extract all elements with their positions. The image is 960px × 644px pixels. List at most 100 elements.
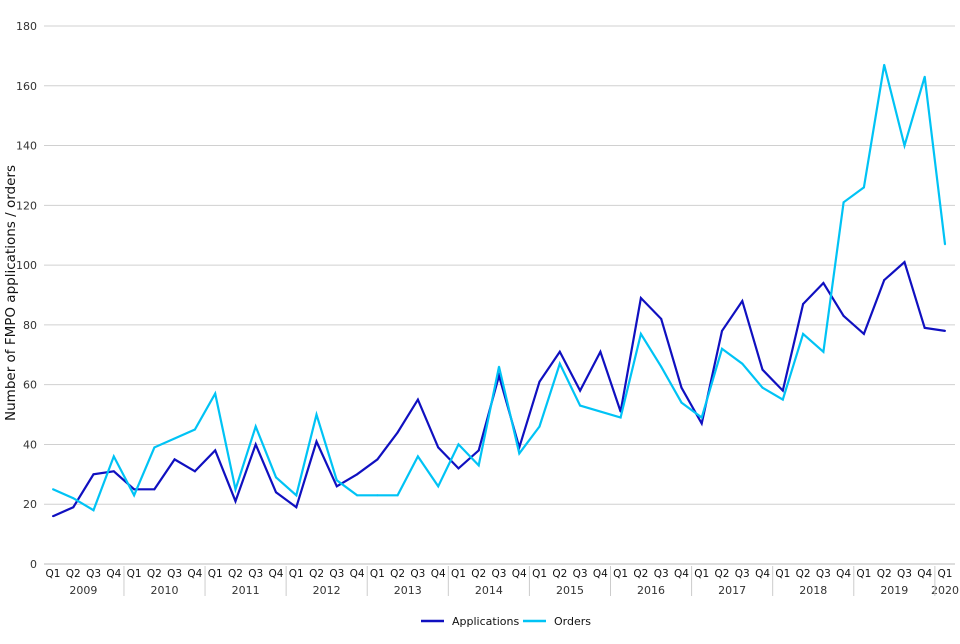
data-point-orders <box>315 413 318 416</box>
data-point-applications <box>862 332 865 335</box>
data-point-orders <box>802 332 805 335</box>
data-point-orders <box>173 437 176 440</box>
data-point-applications <box>112 470 115 473</box>
data-point-applications <box>761 368 764 371</box>
data-point-applications <box>883 279 886 282</box>
x-year-label: 2018 <box>799 584 827 597</box>
x-tick-label: Q2 <box>715 568 730 580</box>
data-point-orders <box>275 476 277 479</box>
y-axis-ticks: 0 20 40 60 80 100 120 140 160 180 <box>16 20 37 571</box>
data-point-orders <box>396 494 399 497</box>
data-point-orders <box>781 398 784 401</box>
data-point-orders <box>700 416 703 419</box>
data-point-applications <box>193 470 196 473</box>
x-tick-label: Q3 <box>573 568 588 580</box>
data-point-applications <box>498 374 500 377</box>
data-point-applications <box>153 488 156 491</box>
x-tick-label: Q4 <box>269 568 284 580</box>
y-tick-label: 140 <box>16 140 37 153</box>
x-year-label: 2012 <box>313 584 341 597</box>
data-point-orders <box>579 404 582 407</box>
data-point-applications <box>416 398 419 401</box>
y-tick-label: 60 <box>23 379 37 392</box>
data-point-applications <box>315 440 318 443</box>
x-tick-label: Q4 <box>106 568 121 580</box>
data-point-orders <box>680 401 683 404</box>
x-tick-label: Q4 <box>187 568 202 580</box>
x-tick-label: Q3 <box>654 568 669 580</box>
data-point-applications <box>680 386 683 389</box>
data-point-applications <box>741 299 744 302</box>
x-tick-label: Q1 <box>938 568 953 580</box>
x-tick-label: Q2 <box>877 568 892 580</box>
x-year-label: 2017 <box>718 584 746 597</box>
data-point-orders <box>437 485 440 488</box>
y-tick-label: 160 <box>16 80 37 93</box>
x-tick-label: Q1 <box>613 568 628 580</box>
x-tick-label: Q3 <box>816 568 831 580</box>
data-point-orders <box>376 494 379 497</box>
x-year-label: 2013 <box>394 584 422 597</box>
x-tick-label: Q1 <box>289 568 304 580</box>
data-point-applications <box>477 449 480 452</box>
data-point-applications <box>944 329 946 332</box>
x-year-label: 2016 <box>637 584 665 597</box>
x-tick-label: Q1 <box>694 568 709 580</box>
data-point-orders <box>112 455 115 458</box>
data-point-applications <box>275 491 277 494</box>
data-point-orders <box>254 425 257 428</box>
data-point-orders <box>234 488 237 491</box>
y-tick-label: 120 <box>16 199 37 212</box>
data-point-orders <box>639 332 642 335</box>
series-lines <box>52 63 947 518</box>
x-tick-label: Q2 <box>309 568 324 580</box>
series-line-applications <box>52 260 946 518</box>
data-point-orders <box>761 386 764 389</box>
x-tick-label: Q1 <box>532 568 547 580</box>
data-point-orders <box>660 365 663 368</box>
data-point-orders <box>416 455 419 458</box>
data-point-orders <box>133 494 136 497</box>
data-point-orders <box>92 509 95 512</box>
data-point-orders <box>558 362 561 365</box>
data-point-applications <box>842 314 845 317</box>
data-point-orders <box>903 144 906 147</box>
x-year-label: 2014 <box>475 584 503 597</box>
y-tick-label: 100 <box>16 259 37 272</box>
x-tick-label: Q1 <box>775 568 790 580</box>
x-year-label: 2011 <box>232 584 260 597</box>
x-tick-label: Q1 <box>127 568 142 580</box>
x-tick-label: Q3 <box>329 568 344 580</box>
data-point-applications <box>538 380 541 383</box>
x-year-label: 2009 <box>69 584 97 597</box>
x-tick-label: Q1 <box>856 568 871 580</box>
data-point-orders <box>477 464 480 467</box>
x-tick-label: Q2 <box>66 568 81 580</box>
series-line-orders <box>52 64 947 512</box>
x-tick-label: Q2 <box>147 568 162 580</box>
data-point-applications <box>579 389 582 392</box>
x-tick-label: Q3 <box>86 568 101 580</box>
y-tick-label: 180 <box>16 20 37 33</box>
x-tick-label: Q4 <box>350 568 365 580</box>
x-tick-label: Q4 <box>674 568 689 580</box>
data-point-applications <box>72 506 75 509</box>
data-point-applications <box>133 488 136 491</box>
data-point-applications <box>376 458 379 461</box>
x-tick-label: Q1 <box>46 568 61 580</box>
data-point-orders <box>923 75 926 78</box>
data-point-applications <box>396 431 399 434</box>
data-point-applications <box>254 443 257 446</box>
data-point-applications <box>802 302 805 305</box>
data-point-applications <box>639 296 642 299</box>
data-point-applications <box>903 261 906 264</box>
data-point-orders <box>214 392 217 395</box>
legend-label-applications: Applications <box>452 615 519 628</box>
x-tick-label: Q4 <box>917 568 932 580</box>
data-point-orders <box>457 443 460 446</box>
data-point-applications <box>295 506 298 509</box>
x-tick-label: Q3 <box>248 568 263 580</box>
y-tick-label: 80 <box>23 319 37 332</box>
x-tick-label: Q2 <box>471 568 486 580</box>
